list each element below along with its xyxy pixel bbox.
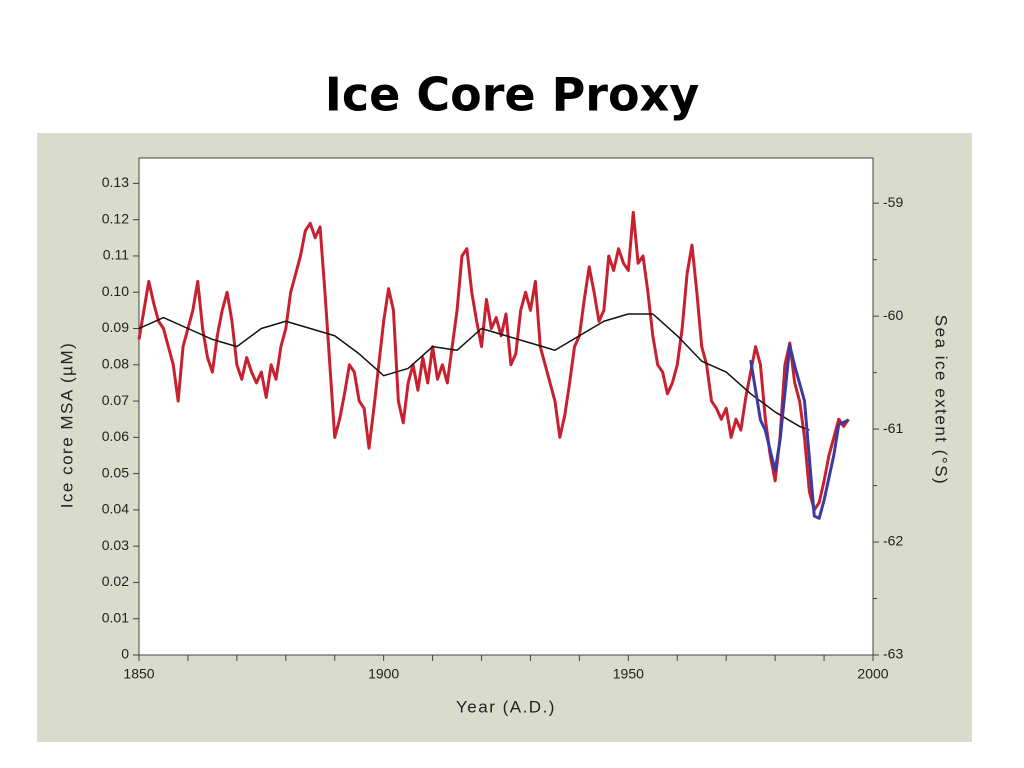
y-tick-label: 0.09 (102, 319, 129, 335)
series-line (138, 313, 810, 431)
y-tick-label: 0.10 (102, 283, 129, 299)
y-tick-label: 0.11 (103, 247, 129, 263)
series-line (749, 344, 850, 520)
y2-tick-label: -59 (883, 194, 903, 210)
y-tick-label: 0.04 (102, 501, 129, 517)
plot-area (138, 157, 874, 656)
y-tick-label: 0.06 (102, 428, 129, 444)
y-tick-label: 0.13 (102, 174, 129, 190)
y-axis-label: Ice core MSA (µM) (57, 342, 76, 509)
y-tick-label: 0.03 (102, 537, 129, 553)
y2-tick-label: -61 (883, 420, 903, 436)
x-tick-label: 1900 (368, 666, 399, 682)
y-tick-label: 0.05 (102, 464, 129, 480)
y2-tick-label: -62 (883, 533, 903, 549)
x-tick-label: 1950 (613, 666, 644, 682)
y2-axis-label: Sea ice extent (°S) (932, 315, 951, 485)
slide-title: Ice Core Proxy (325, 68, 700, 122)
y2-tick-label: -63 (883, 646, 903, 662)
x-axis-label: Year (A.D.) (456, 697, 556, 716)
y-tick-label: 0.07 (102, 392, 129, 408)
y-tick-label: 0.12 (102, 210, 129, 226)
y2-tick-label: -60 (883, 307, 903, 323)
y-tick-label: 0.02 (102, 573, 129, 589)
x-tick-label: 1850 (123, 666, 154, 682)
y-tick-label: 0.01 (102, 609, 129, 625)
y-tick-label: 0 (121, 646, 129, 662)
y-tick-label: 0.08 (102, 355, 129, 371)
series-line (137, 210, 850, 512)
x-tick-label: 2000 (857, 666, 888, 682)
